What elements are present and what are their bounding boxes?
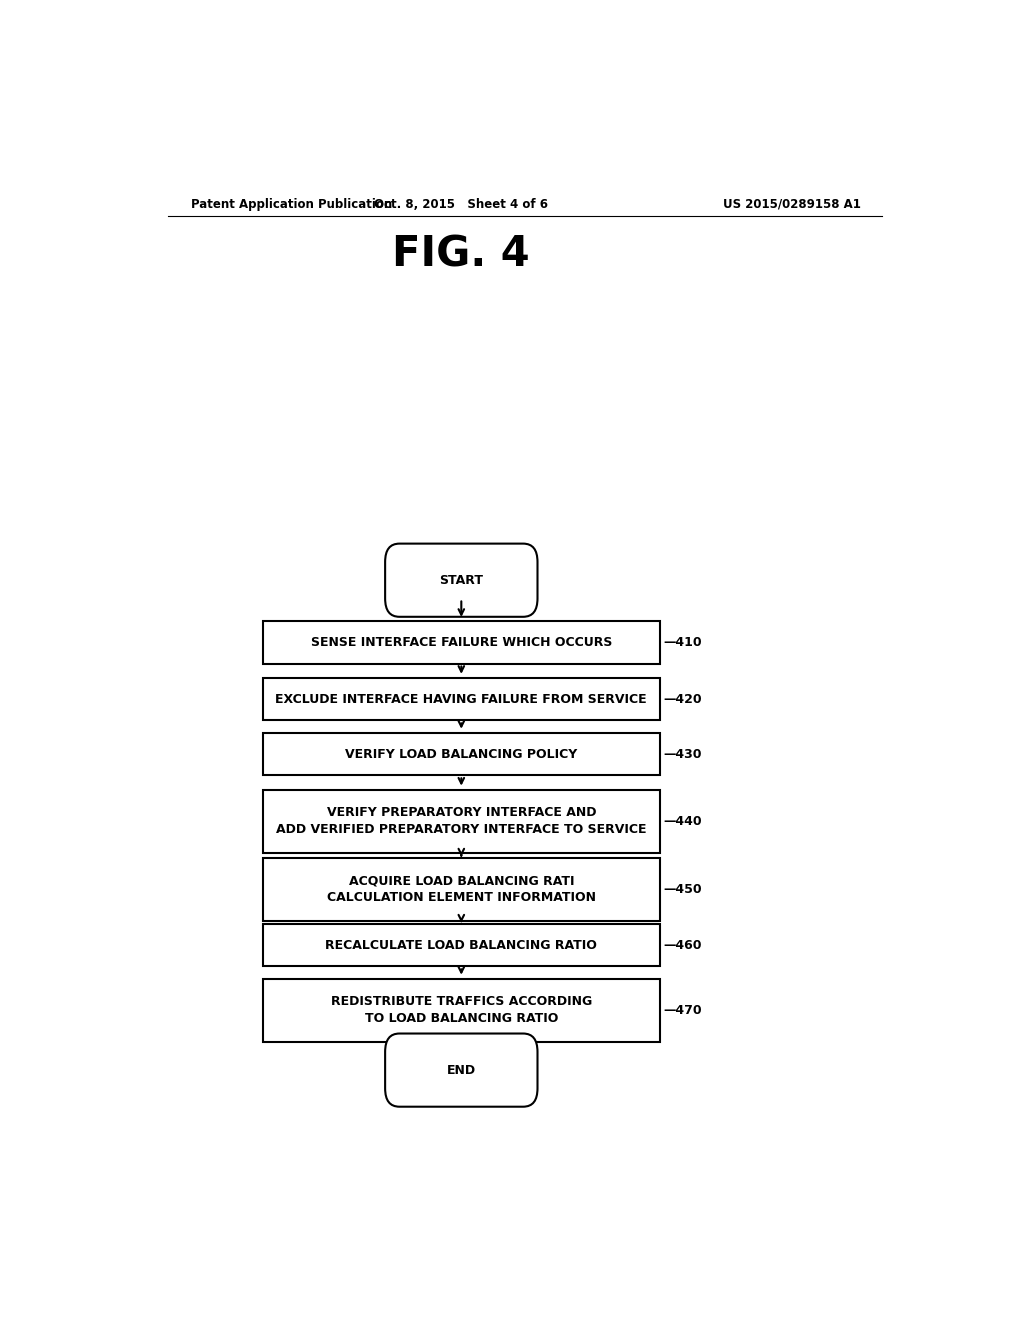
Bar: [263, 677, 659, 721]
Text: FIG. 4: FIG. 4: [392, 234, 530, 276]
Text: US 2015/0289158 A1: US 2015/0289158 A1: [723, 198, 861, 211]
FancyBboxPatch shape: [385, 544, 538, 616]
Text: RECALCULATE LOAD BALANCING RATIO: RECALCULATE LOAD BALANCING RATIO: [326, 939, 597, 952]
Text: —420: —420: [664, 693, 702, 706]
Text: ACQUIRE LOAD BALANCING RATI
CALCULATION ELEMENT INFORMATION: ACQUIRE LOAD BALANCING RATI CALCULATION …: [327, 874, 596, 904]
FancyBboxPatch shape: [385, 1034, 538, 1106]
Text: Oct. 8, 2015   Sheet 4 of 6: Oct. 8, 2015 Sheet 4 of 6: [375, 198, 548, 211]
Text: SENSE INTERFACE FAILURE WHICH OCCURS: SENSE INTERFACE FAILURE WHICH OCCURS: [310, 636, 612, 648]
Text: START: START: [439, 574, 483, 586]
Text: —450: —450: [664, 883, 702, 896]
Text: VERIFY LOAD BALANCING POLICY: VERIFY LOAD BALANCING POLICY: [345, 747, 578, 760]
Bar: [263, 858, 659, 921]
Text: —430: —430: [664, 747, 702, 760]
Bar: [263, 733, 659, 775]
Text: —470: —470: [664, 1003, 702, 1016]
Text: —440: —440: [664, 814, 702, 828]
Bar: [263, 620, 659, 664]
Bar: [263, 978, 659, 1041]
Bar: [263, 924, 659, 966]
Text: —460: —460: [664, 939, 702, 952]
Text: VERIFY PREPARATORY INTERFACE AND
ADD VERIFIED PREPARATORY INTERFACE TO SERVICE: VERIFY PREPARATORY INTERFACE AND ADD VER…: [276, 807, 646, 836]
Text: REDISTRIBUTE TRAFFICS ACCORDING
TO LOAD BALANCING RATIO: REDISTRIBUTE TRAFFICS ACCORDING TO LOAD …: [331, 995, 592, 1026]
Text: END: END: [446, 1064, 476, 1077]
Text: EXCLUDE INTERFACE HAVING FAILURE FROM SERVICE: EXCLUDE INTERFACE HAVING FAILURE FROM SE…: [275, 693, 647, 706]
Text: Patent Application Publication: Patent Application Publication: [191, 198, 393, 211]
Bar: [263, 789, 659, 853]
Text: —410: —410: [664, 636, 702, 648]
